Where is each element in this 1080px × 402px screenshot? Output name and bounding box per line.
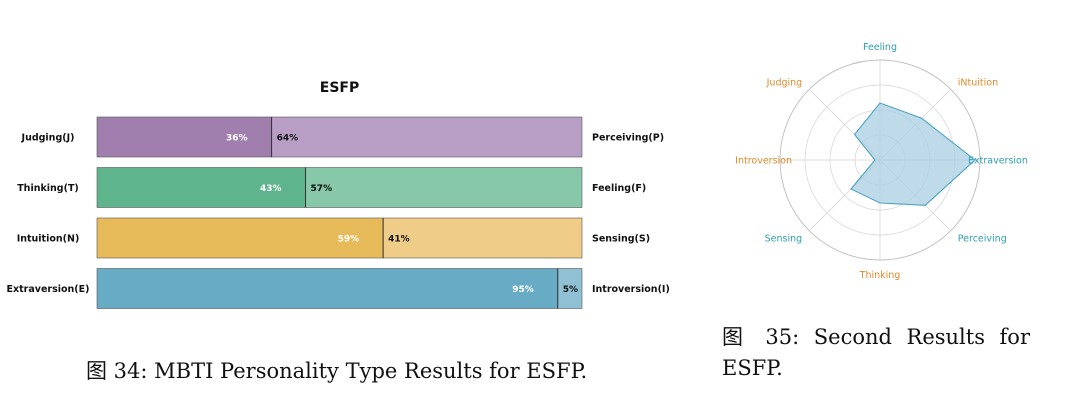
bar-right-segment xyxy=(382,217,583,259)
radar-axis-label: Perceiving xyxy=(958,233,1007,244)
bar-right-value: 57% xyxy=(311,184,333,194)
bar-right-label: Introversion(I) xyxy=(592,284,670,295)
bar-right-value: 5% xyxy=(563,285,578,295)
mbti-bar-chart: ESFP 36% 64% Judging(J) Perceiving(P) 43% 57% T… xyxy=(7,80,670,309)
bar-left-value: 43% xyxy=(260,184,282,194)
bar-right-value: 64% xyxy=(277,134,299,144)
bar-left-segment xyxy=(96,268,559,309)
bar-right-segment xyxy=(305,167,583,208)
figure-35-caption: 图 35: Second Results for ESFP. xyxy=(722,325,1030,380)
bar-chart-title: ESFP xyxy=(320,80,359,96)
bar-right-value: 41% xyxy=(388,235,410,245)
radar-axis-label: Extraversion xyxy=(968,156,1028,167)
bar-left-value: 95% xyxy=(512,285,534,295)
bar-left-segment xyxy=(96,167,306,208)
bar-right-segment xyxy=(557,268,583,309)
radar-axis-label: Feeling xyxy=(863,42,897,53)
bar-left-value: 59% xyxy=(338,235,360,245)
bar-right-label: Sensing(S) xyxy=(592,234,650,245)
figure-34-caption: 图 34: MBTI Personality Type Results for … xyxy=(86,359,588,383)
bar-left-value: 36% xyxy=(226,134,248,144)
radar-axis-label: iNtuition xyxy=(958,78,998,89)
bar-right-segment xyxy=(271,116,583,158)
radar-axis-label: Sensing xyxy=(765,233,803,244)
mbti-radar-chart: Feeling iNtuition Extraversion Perceiving Th… xyxy=(735,42,1028,281)
radar-axis-label: Thinking xyxy=(859,270,901,281)
bar-left-segment xyxy=(96,217,384,259)
radar-data-area xyxy=(850,102,976,206)
bar-left-label: Intuition(N) xyxy=(17,234,80,245)
bar-left-label: Extraversion(E) xyxy=(7,284,90,295)
radar-axis-label: Judging xyxy=(766,78,803,89)
bar-right-label: Perceiving(P) xyxy=(592,133,664,144)
bar-left-label: Thinking(T) xyxy=(17,183,79,194)
bar-left-segment xyxy=(96,116,272,158)
bar-left-label: Judging(J) xyxy=(21,133,75,144)
bar-right-label: Feeling(F) xyxy=(592,183,646,194)
radar-axis-label: Introversion xyxy=(735,156,792,167)
